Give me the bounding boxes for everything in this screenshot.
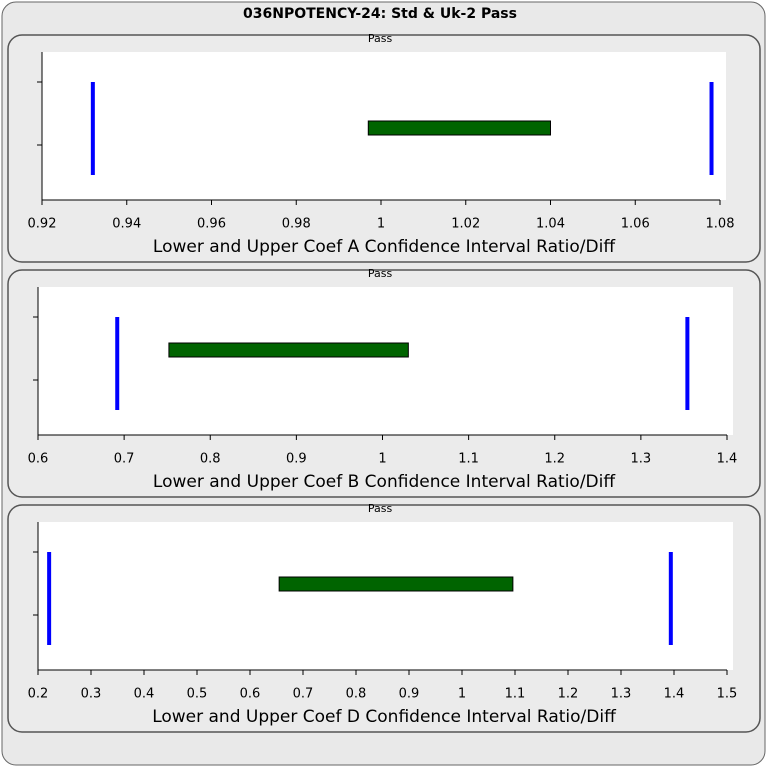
x-tick-label: 0.96 [197,217,226,232]
x-tick-label: 1 [458,687,466,702]
interval-bar [367,120,551,136]
x-tick-label: 1.04 [536,217,565,232]
x-tick-label: 1.5 [717,687,738,702]
x-tick-label: 0.2 [28,687,49,702]
x-axis-label: Lower and Upper Coef D Confidence Interv… [152,707,617,727]
x-tick-label: 0.5 [187,687,208,702]
panel-title: Pass [368,32,393,45]
x-tick-label: 0.4 [134,687,155,702]
plot-area [38,522,733,670]
x-tick-label: 1.3 [631,452,652,467]
x-tick-label: 0.9 [399,687,420,702]
x-tick-label: 1.1 [458,452,479,467]
x-tick-label: 0.98 [282,217,311,232]
x-tick-label: 1 [377,217,385,232]
x-tick-label: 1.06 [621,217,650,232]
x-tick-label: 1.2 [558,687,579,702]
x-tick-label: 0.7 [293,687,314,702]
x-tick-label: 0.9 [286,452,307,467]
x-tick-label: 0.8 [346,687,367,702]
x-tick-label: 0.6 [28,452,49,467]
x-tick-label: 1.4 [664,687,685,702]
page-title: 036NPOTENCY-24: Std & Uk-2 Pass [243,6,517,22]
x-tick-label: 1.1 [505,687,526,702]
x-axis-label: Lower and Upper Coef B Confidence Interv… [153,472,616,492]
x-tick-label: 0.3 [81,687,102,702]
interval-bar [168,342,409,358]
x-tick-label: 1.08 [706,217,735,232]
x-tick-label: 0.94 [112,217,141,232]
x-tick-label: 1.02 [451,217,480,232]
x-tick-label: 1.2 [544,452,565,467]
x-tick-label: 0.7 [114,452,135,467]
plot-area [38,287,733,435]
panel-title: Pass [368,502,393,515]
x-axis-label: Lower and Upper Coef A Confidence Interv… [153,237,616,257]
x-tick-label: 0.92 [28,217,57,232]
x-tick-label: 1.4 [717,452,738,467]
x-tick-label: 1 [378,452,386,467]
x-tick-label: 1.3 [611,687,632,702]
x-tick-label: 0.8 [200,452,221,467]
x-tick-label: 0.6 [240,687,261,702]
interval-bar [278,576,514,592]
panel-title: Pass [368,267,393,280]
